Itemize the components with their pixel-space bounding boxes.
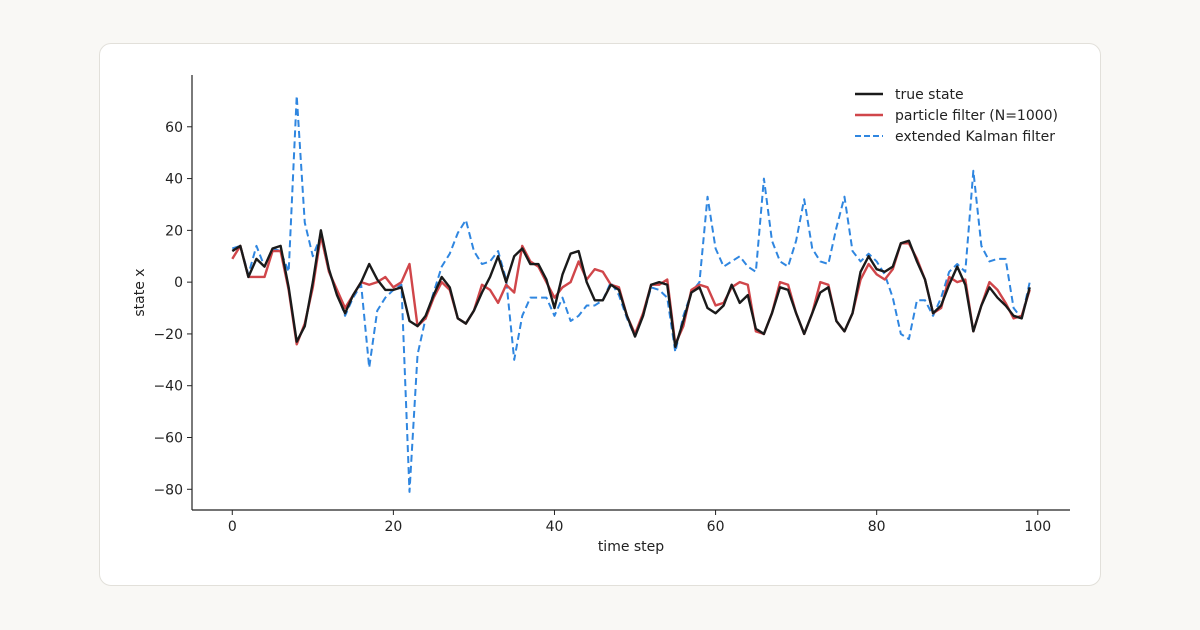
x-axis-label: time step [598, 539, 664, 555]
x-tick-label: 40 [546, 519, 564, 535]
y-axis-label: state x [132, 268, 148, 316]
x-tick-label: 0 [228, 519, 237, 535]
y-tick-label: −80 [153, 482, 183, 498]
series-line-extended-kalman-filter [231, 94, 1031, 493]
y-tick-label: 20 [165, 223, 183, 239]
y-tick-label: 40 [165, 172, 183, 188]
y-tick-label: −40 [153, 379, 183, 395]
x-tick-label: 100 [1024, 519, 1051, 535]
y-tick-label: 0 [174, 275, 183, 291]
x-tick-label: 80 [868, 519, 886, 535]
x-tick-label: 60 [707, 519, 725, 535]
y-tick-label: −20 [153, 327, 183, 343]
y-tick-label: −60 [153, 431, 183, 447]
legend-label: extended Kalman filter [895, 129, 1055, 145]
data-lines [231, 94, 1031, 493]
legend-label: true state [895, 87, 964, 103]
x-tick-label: 20 [384, 519, 402, 535]
series-line-true-state [231, 229, 1031, 349]
axes: 0 20 40 60 80 100 −80 −60 −40 −20 0 20 40 60 [153, 75, 1070, 535]
legend-label: particle filter (N=1000) [895, 108, 1058, 124]
y-tick-label: 60 [165, 120, 183, 136]
legend: true state particle filter (N=1000) extend… [855, 87, 1058, 145]
